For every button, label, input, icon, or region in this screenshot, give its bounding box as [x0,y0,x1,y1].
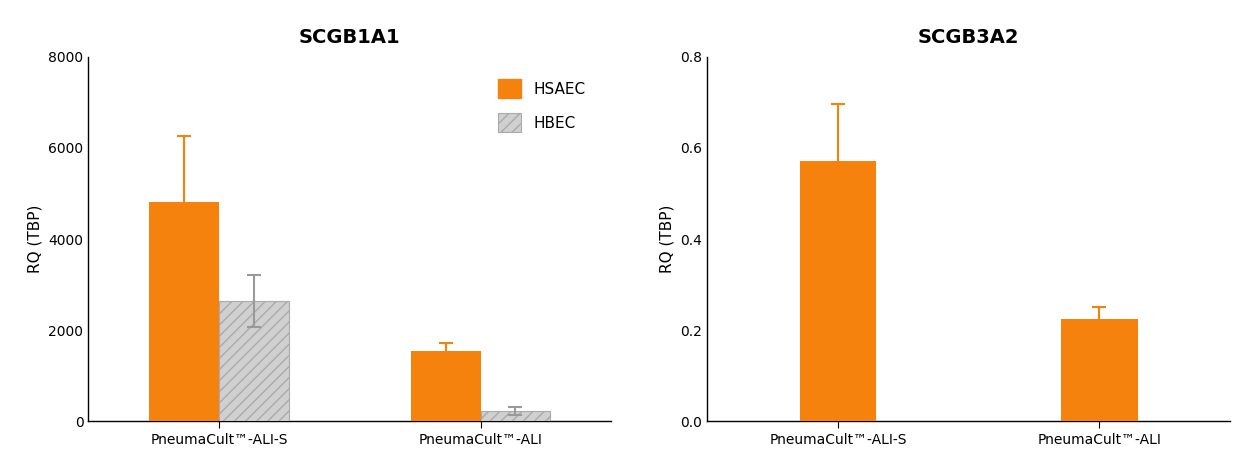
Y-axis label: RQ (TBP): RQ (TBP) [660,205,674,273]
Bar [800,161,877,421]
Bar [481,411,550,421]
Bar [219,301,289,421]
Bar [150,202,219,421]
Title: SCGB1A1: SCGB1A1 [299,28,400,47]
Bar [411,351,481,421]
Bar [1062,319,1137,421]
Y-axis label: RQ (TBP): RQ (TBP) [28,205,43,273]
Legend: HSAEC, HBEC: HSAEC, HBEC [491,72,594,140]
Title: SCGB3A2: SCGB3A2 [918,28,1019,47]
